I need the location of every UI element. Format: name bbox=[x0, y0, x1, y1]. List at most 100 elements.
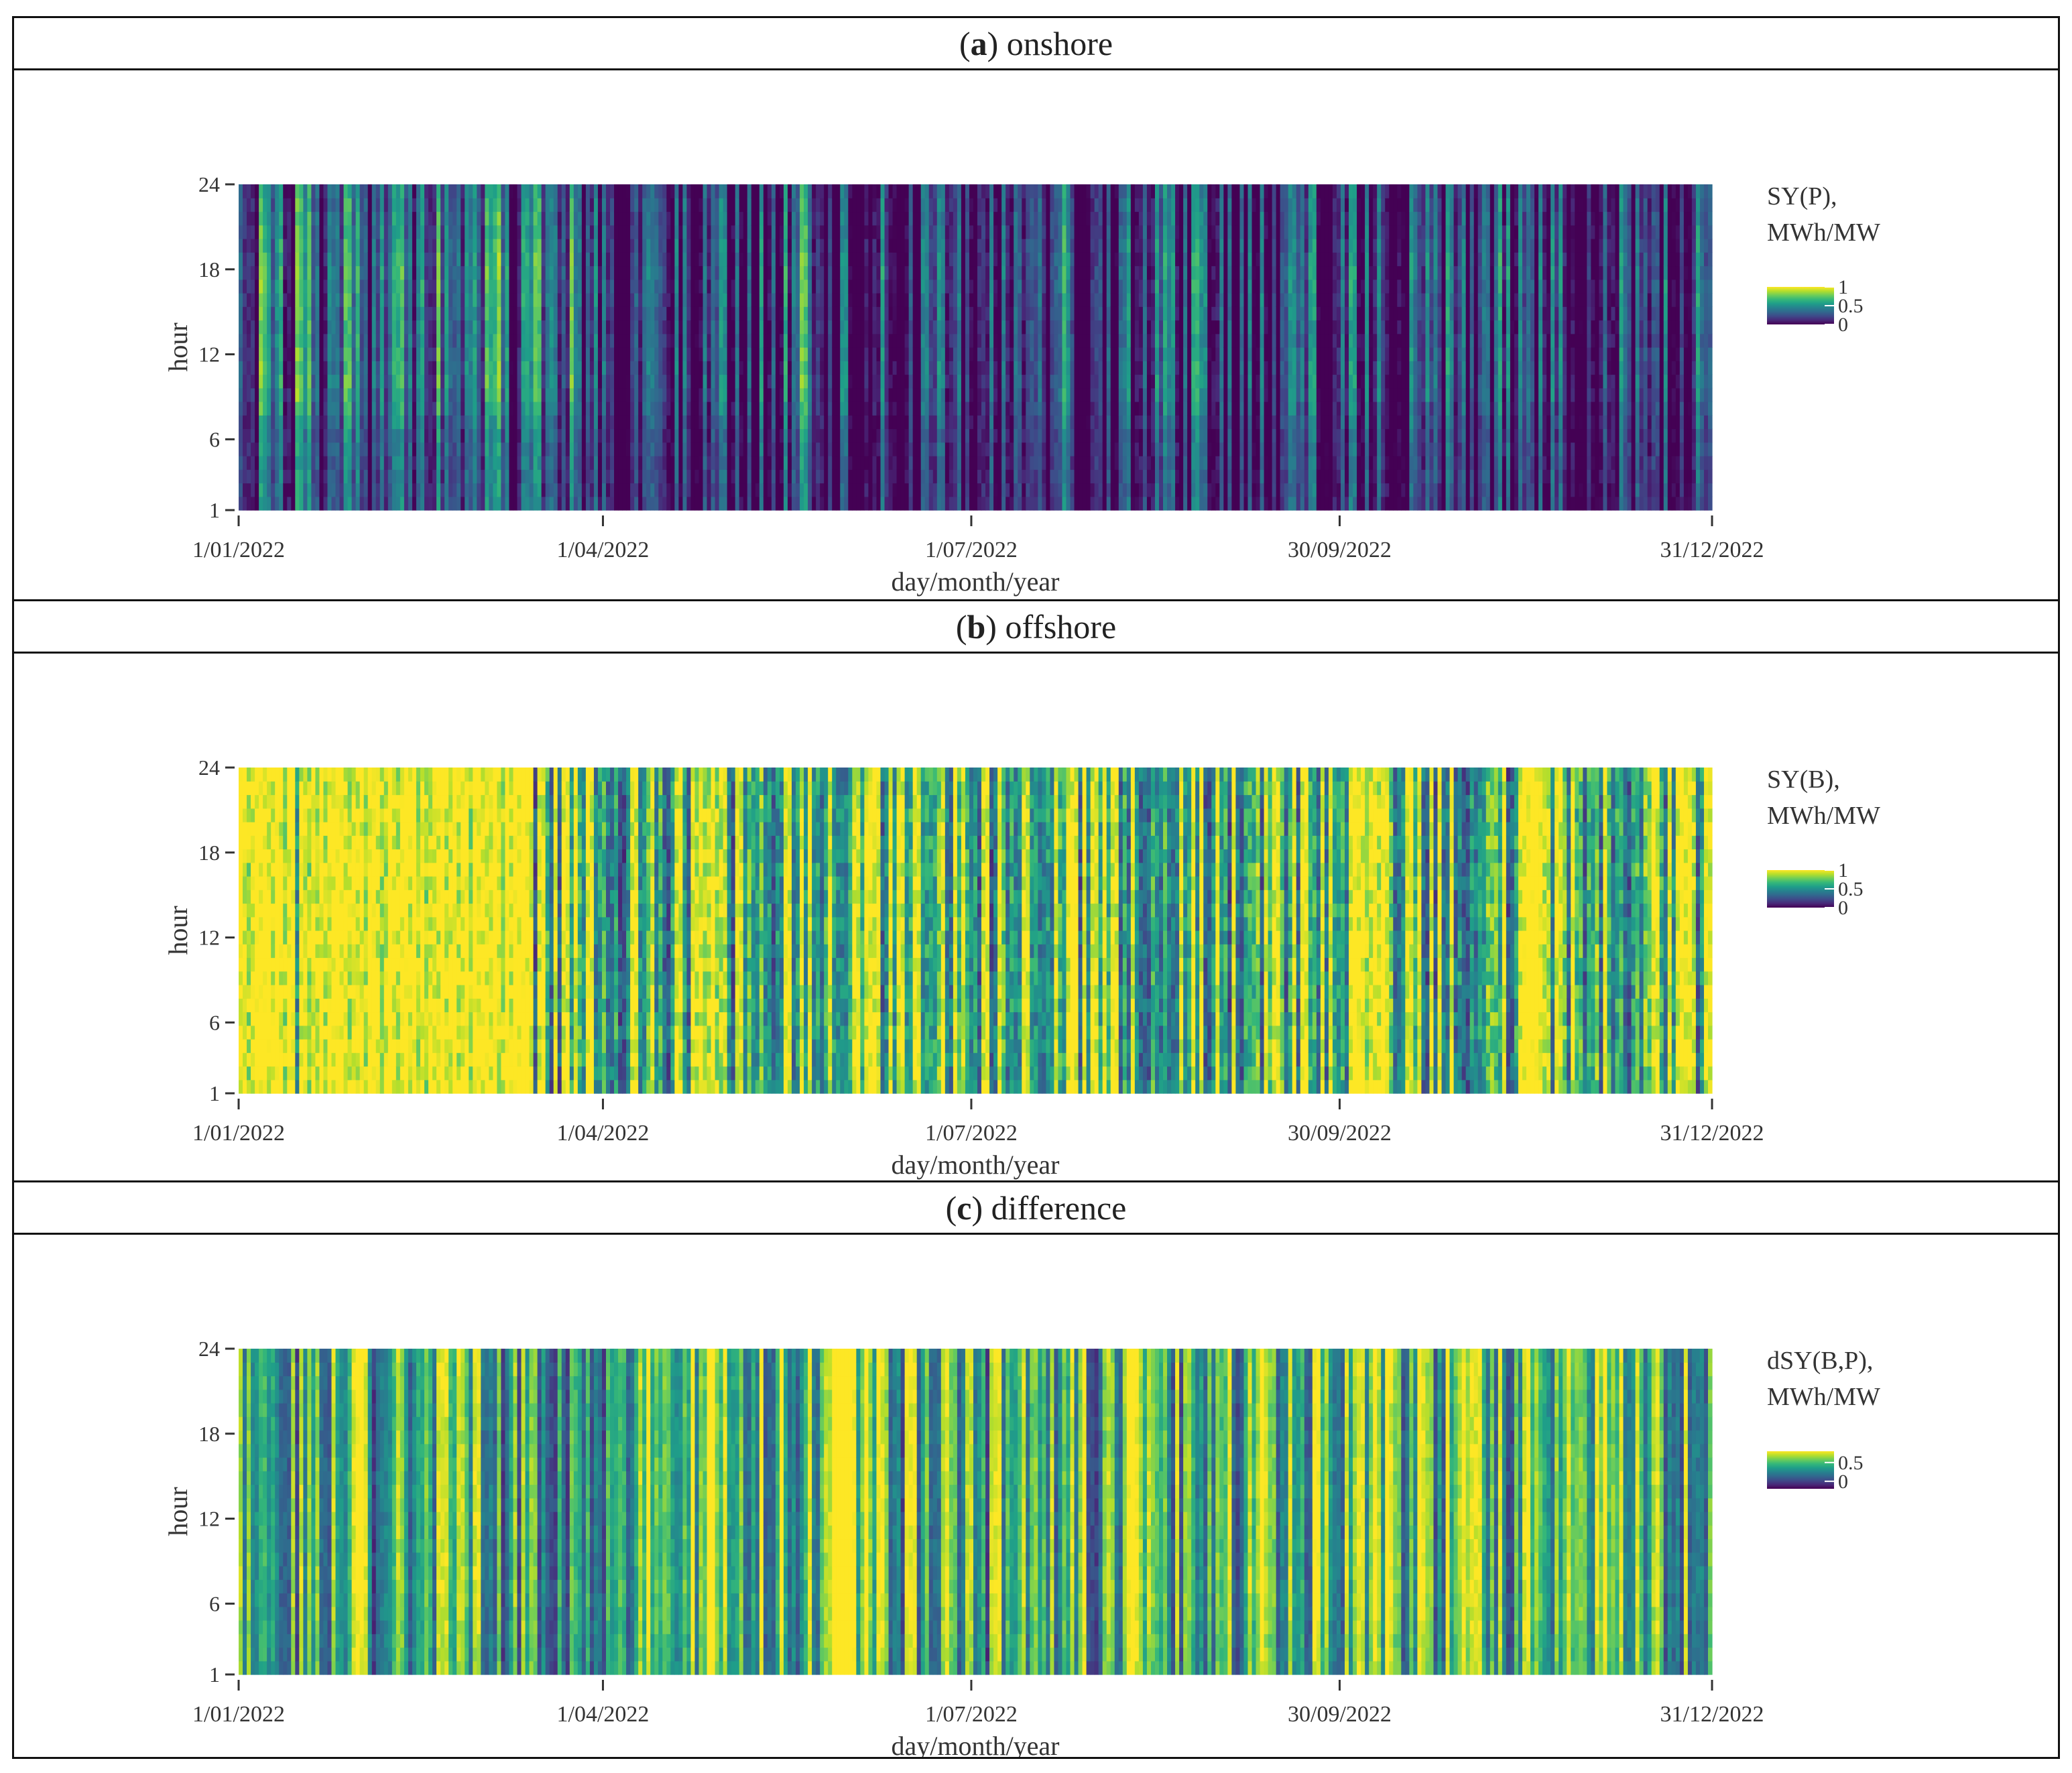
heatmap-cell bbox=[787, 402, 792, 416]
heatmap-cell bbox=[771, 198, 776, 212]
heatmap-cell bbox=[682, 252, 688, 267]
heatmap-cell bbox=[517, 402, 522, 416]
heatmap-cell bbox=[912, 415, 918, 430]
heatmap-cell bbox=[989, 442, 994, 456]
heatmap-cell bbox=[424, 279, 429, 294]
heatmap-cell bbox=[642, 279, 647, 294]
heatmap-cell bbox=[763, 496, 768, 511]
heatmap-cell bbox=[751, 361, 756, 375]
heatmap-cell bbox=[299, 387, 304, 402]
heatmap-cell bbox=[549, 239, 554, 253]
heatmap-cell bbox=[545, 239, 550, 253]
heatmap-cell bbox=[477, 361, 481, 375]
heatmap-cell bbox=[375, 442, 381, 456]
heatmap-cell bbox=[1042, 265, 1046, 280]
heatmap-cell bbox=[315, 293, 320, 307]
heatmap-cell bbox=[888, 211, 894, 226]
heatmap-cell bbox=[924, 456, 930, 470]
heatmap-cell bbox=[275, 198, 280, 212]
heatmap-cell bbox=[456, 252, 461, 267]
heatmap-cell bbox=[808, 415, 812, 430]
heatmap-cell bbox=[792, 320, 796, 334]
heatmap-cell bbox=[565, 279, 570, 294]
heatmap-cell bbox=[783, 428, 788, 443]
heatmap-cell bbox=[1038, 428, 1042, 443]
heatmap-cell bbox=[1001, 456, 1006, 470]
heatmap-cell bbox=[787, 374, 792, 389]
heatmap-cell bbox=[876, 265, 881, 280]
heatmap-cell bbox=[747, 293, 752, 307]
heatmap-cell bbox=[311, 265, 316, 280]
heatmap-cell bbox=[251, 402, 255, 416]
heatmap-cell bbox=[485, 320, 489, 334]
heatmap-cell bbox=[1030, 483, 1034, 497]
heatmap-cell bbox=[965, 306, 970, 321]
heatmap-cell bbox=[383, 265, 389, 280]
heatmap-cell bbox=[537, 496, 542, 511]
heatmap-cell bbox=[1030, 239, 1034, 253]
heatmap-cell bbox=[800, 496, 804, 511]
heatmap-cell bbox=[836, 265, 841, 280]
heatmap-cell bbox=[585, 361, 591, 375]
heatmap-cell bbox=[359, 387, 365, 402]
heatmap-cell bbox=[473, 361, 477, 375]
heatmap-cell bbox=[1014, 469, 1018, 484]
heatmap-cell bbox=[662, 374, 667, 389]
heatmap-cell bbox=[295, 469, 300, 484]
heatmap-cell bbox=[287, 415, 292, 430]
heatmap-cell bbox=[800, 265, 804, 280]
heatmap-cell bbox=[1001, 211, 1006, 226]
heatmap-cell bbox=[1010, 483, 1014, 497]
heatmap-cell bbox=[416, 347, 421, 361]
heatmap-cell bbox=[573, 415, 578, 430]
heatmap-cell bbox=[477, 387, 481, 402]
heatmap-cell bbox=[989, 415, 994, 430]
heatmap-cell bbox=[888, 428, 894, 443]
heatmap-cell bbox=[614, 469, 619, 484]
heatmap-cell bbox=[424, 402, 429, 416]
heatmap-cell bbox=[1034, 239, 1038, 253]
heatmap-cell bbox=[247, 402, 251, 416]
heatmap-cell bbox=[626, 361, 631, 375]
heatmap-cell bbox=[884, 239, 890, 253]
heatmap-cell bbox=[493, 320, 497, 334]
heatmap-cell bbox=[973, 198, 978, 212]
heatmap-cell bbox=[1070, 387, 1075, 402]
heatmap-cell bbox=[355, 469, 361, 484]
heatmap-cell bbox=[928, 239, 934, 253]
heatmap-cell bbox=[654, 320, 659, 334]
figure-frame: (a) onshore 1 6 12 18 24 1/01/2022 1/04/2022 1/… bbox=[12, 16, 2060, 1759]
heatmap-cell bbox=[868, 333, 873, 348]
heatmap-cell bbox=[658, 496, 663, 511]
heatmap-cell bbox=[928, 252, 934, 267]
heatmap-cell bbox=[505, 374, 510, 389]
heatmap-cell bbox=[1018, 428, 1022, 443]
heatmap-cell bbox=[723, 496, 728, 511]
heatmap-cell bbox=[1050, 469, 1055, 484]
heatmap-cell bbox=[900, 333, 906, 348]
heatmap-cell bbox=[904, 456, 910, 470]
heatmap-cell bbox=[1014, 252, 1018, 267]
heatmap-cell bbox=[1058, 293, 1063, 307]
heatmap-cell bbox=[436, 415, 441, 430]
heatmap-cell bbox=[481, 184, 485, 198]
heatmap-cell bbox=[371, 320, 377, 334]
heatmap-cell bbox=[444, 198, 449, 212]
heatmap-cell bbox=[796, 320, 800, 334]
heatmap-cell bbox=[513, 442, 518, 456]
heatmap-cell bbox=[796, 442, 800, 456]
heatmap-cell bbox=[456, 239, 461, 253]
heatmap-cell bbox=[416, 198, 421, 212]
heatmap-cell bbox=[759, 442, 764, 456]
heatmap-cell bbox=[993, 225, 998, 239]
heatmap-cell bbox=[489, 184, 493, 198]
heatmap-cell bbox=[359, 483, 365, 497]
heatmap-cell bbox=[444, 442, 449, 456]
heatmap-cell bbox=[916, 320, 922, 334]
heatmap-cell bbox=[840, 252, 845, 267]
heatmap-cell bbox=[908, 374, 914, 389]
heatmap-cell bbox=[634, 184, 639, 198]
heatmap-cell bbox=[981, 442, 986, 456]
heatmap-cell bbox=[977, 306, 982, 321]
heatmap-cell bbox=[723, 428, 728, 443]
